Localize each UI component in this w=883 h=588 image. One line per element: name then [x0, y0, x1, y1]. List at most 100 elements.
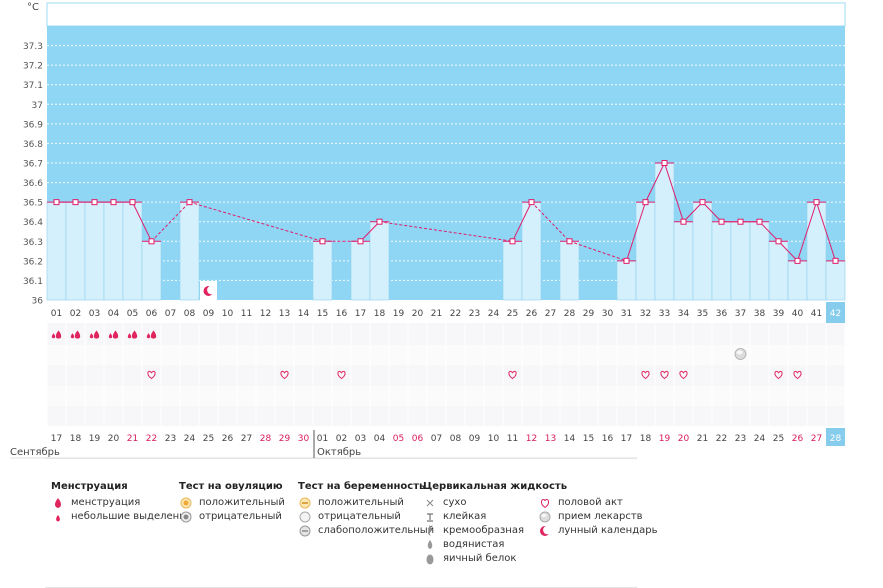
date-label: 18: [640, 434, 652, 444]
drop-large-icon: [55, 498, 61, 508]
date-label: 19: [89, 434, 101, 444]
temperature-point: [775, 238, 782, 245]
temperature-bar: [312, 240, 333, 301]
legend-item: прием лекарств: [538, 510, 658, 524]
date-label: 23: [165, 434, 176, 444]
legend-item-label: лунный календарь: [558, 525, 658, 536]
date-label: 21: [127, 434, 138, 444]
drop-small-icon: [108, 333, 113, 339]
heart-icon: [679, 370, 688, 380]
legend-item: водянистая: [423, 538, 567, 552]
legend-item-label: сухо: [443, 497, 467, 508]
legend-item-label: водянистая: [443, 539, 505, 550]
date-label: 09: [469, 434, 481, 444]
cycle-day-label: 27: [545, 309, 556, 319]
temperature-bar: [825, 260, 846, 301]
temperature-bar: [616, 260, 637, 301]
date-label: 12: [526, 434, 537, 444]
cycle-day-label: 16: [336, 309, 348, 319]
drop-small-icon: [146, 333, 151, 339]
drop-large-icon: [55, 330, 62, 339]
temperature-point: [642, 199, 649, 206]
cycle-day-label: 17: [355, 309, 366, 319]
cycle-day-label: 41: [811, 309, 822, 319]
y-tick-label: 36.1: [23, 277, 43, 287]
cycle-day-label: 20: [412, 309, 424, 319]
date-labels: 17 18 19 20 21 22 23 24 25 26 27 28 29 30 01 02 03 04 05 06…: [51, 428, 845, 446]
temperature-point: [623, 257, 630, 264]
cycle-day-label: 09: [203, 309, 215, 319]
temperature-bar: [711, 221, 732, 301]
legend-item: отрицательный: [179, 510, 285, 524]
cycle-day-label: 14: [298, 309, 310, 319]
cycle-day-label: 11: [241, 309, 252, 319]
date-label: 17: [51, 434, 62, 444]
lunar-marks: [200, 281, 217, 300]
legend-group-title: Тест на беременность: [298, 481, 426, 492]
date-label: 24: [184, 434, 196, 444]
cycle-day-label: 05: [127, 309, 138, 319]
cycle-day-label: 04: [108, 309, 120, 319]
date-label: 29: [279, 434, 291, 444]
cycle-day-label: 39: [773, 309, 785, 319]
y-tick-label: 36.6: [23, 179, 43, 189]
date-label: 11: [507, 434, 518, 444]
temperature-point: [832, 257, 839, 264]
cycle-day-label: 33: [659, 309, 670, 319]
temperature-bar: [141, 240, 162, 301]
temperature-point: [756, 218, 763, 225]
date-label: 04: [374, 434, 386, 444]
legend-item-label: слабоположительный: [318, 525, 435, 536]
legend-group: Тест на овуляцию положительный отрицательн…: [179, 481, 285, 524]
cycle-day-label: 34: [678, 309, 690, 319]
temperature-bar: [103, 201, 124, 301]
drop-large-icon: [150, 330, 157, 339]
temperature-point: [528, 199, 535, 206]
heart-icon: [337, 370, 346, 380]
watery-icon: [427, 540, 433, 549]
legend-item: сухо: [423, 496, 567, 510]
legend-group-title: Менструация: [51, 481, 128, 492]
temperature-bar: [768, 240, 789, 301]
legend-item: яичный белок: [423, 552, 567, 566]
cycle-day-label: 01: [51, 309, 62, 319]
legend-group-title: Цервикальная жидкость: [423, 481, 568, 492]
legend-item-label: отрицательный: [318, 511, 401, 522]
day-markers: [51, 330, 802, 380]
y-tick-label: 37.3: [23, 42, 43, 52]
cycle-day-label: 35: [697, 309, 708, 319]
date-label: 10: [488, 434, 500, 444]
date-label: 08: [450, 434, 462, 444]
date-label: 13: [545, 434, 556, 444]
temperature-point: [699, 199, 706, 206]
temperature-point: [376, 218, 383, 225]
pregnancy-negative-icon: [299, 511, 311, 523]
cycle-day-label: 31: [621, 309, 632, 319]
cycle-day-labels: 01 02 03 04 05 06 07 08 09 10 11 12 13 14 15 16 17 18 19 20…: [51, 302, 845, 323]
legend-item-label: отрицательный: [199, 511, 282, 522]
temperature-point: [53, 199, 60, 206]
y-tick-label: 36.4: [23, 218, 43, 228]
legend-item: небольшие выделения: [51, 510, 192, 524]
cycle-day-label: 03: [89, 309, 100, 319]
temperature-line-segment: [683, 201, 703, 223]
y-tick-label: 37.1: [23, 81, 43, 91]
temperature-bar: [749, 221, 770, 301]
temperature-bar: [65, 201, 86, 301]
y-tick-labels: 36 36.1 36.2 36.3 36.4 36.5 36.6 36.7 36.8 36.9 37…: [23, 42, 43, 306]
temperature-point: [186, 199, 193, 206]
temperature-point: [661, 160, 668, 166]
temperature-line-segment: [645, 162, 665, 203]
cycle-day-label: 32: [640, 309, 651, 319]
drop-small-icon: [56, 515, 60, 522]
ovulation-negative-icon: [180, 511, 192, 523]
date-label: 06: [412, 434, 424, 444]
y-tick-label: 36.8: [23, 140, 43, 150]
temperature-point: [566, 238, 573, 245]
plot-header: [46, 2, 846, 27]
temperature-bar: [350, 240, 371, 301]
date-label: 25: [203, 434, 214, 444]
pill-icon-shine: [736, 350, 743, 355]
drop-large-icon: [131, 330, 138, 339]
